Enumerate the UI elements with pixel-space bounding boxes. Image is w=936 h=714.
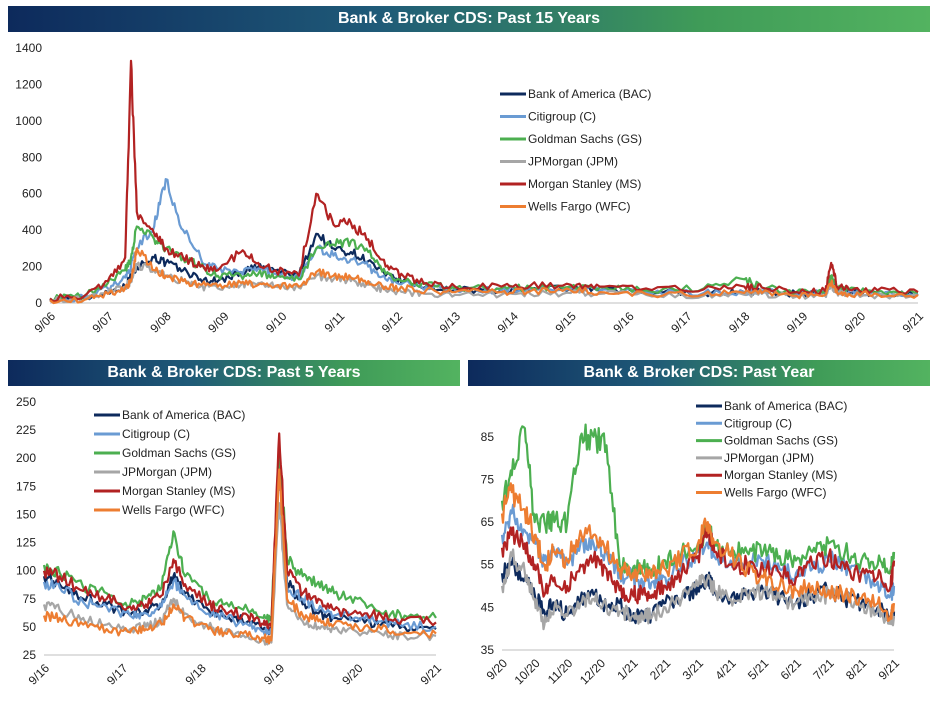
y-tick-label: 175 [16, 479, 36, 493]
y-tick-label: 75 [481, 472, 495, 486]
x-tick-label: 9/20 [339, 661, 366, 688]
x-tick-label: 9/20 [484, 656, 511, 683]
y-tick-label: 65 [481, 515, 495, 529]
legend-label-c: Citigroup (C) [724, 416, 792, 430]
y-tick-label: 0 [35, 296, 42, 310]
series-line-wfc [49, 247, 919, 305]
legend-label-jpm: JPMorgan (JPM) [528, 155, 618, 169]
y-tick-label: 400 [22, 223, 42, 237]
legend-label-ms: Morgan Stanley (MS) [122, 484, 235, 498]
legend-label-c: Citigroup (C) [122, 427, 190, 441]
x-tick-label: 10/20 [512, 656, 543, 687]
x-tick-label: 9/17 [668, 309, 695, 336]
series-line-gs [49, 225, 918, 303]
legend-label-jpm: JPMorgan (JPM) [122, 465, 212, 479]
series-line-ms [49, 59, 919, 303]
x-tick-label: 1/21 [614, 656, 641, 683]
x-tick-label: 9/13 [437, 309, 464, 336]
series-line-wfc [500, 482, 896, 622]
y-tick-label: 250 [16, 395, 36, 409]
x-tick-label: 2/21 [647, 656, 674, 683]
x-tick-label: 9/21 [418, 661, 445, 688]
chart-title: Bank & Broker CDS: Past 5 Years [8, 360, 460, 386]
x-tick-label: 9/08 [147, 309, 174, 336]
y-tick-label: 35 [481, 643, 495, 657]
x-tick-label: 9/10 [263, 309, 290, 336]
y-tick-label: 25 [23, 648, 37, 662]
chart-panel-15y: Bank & Broker CDS: Past 15 Years 0 200 400… [8, 6, 930, 350]
y-tick-label: 75 [23, 592, 37, 606]
y-tick-label: 150 [16, 507, 36, 521]
x-tick-label: 3/21 [680, 656, 707, 683]
x-tick-label: 9/07 [90, 309, 117, 336]
x-tick-label: 9/19 [261, 661, 288, 688]
x-tick-label: 9/16 [610, 309, 637, 336]
x-tick-label: 9/16 [26, 661, 53, 688]
series-line-gs [42, 445, 437, 626]
y-tick-label: 45 [481, 600, 495, 614]
x-tick-label: 9/14 [495, 309, 522, 336]
y-tick-label: 85 [481, 430, 495, 444]
y-tick-label: 225 [16, 423, 36, 437]
legend-label-wfc: Wells Fargo (WFC) [528, 200, 630, 214]
x-tick-label: 9/17 [104, 661, 131, 688]
x-tick-label: 9/09 [205, 309, 232, 336]
x-tick-label: 9/06 [32, 309, 59, 336]
x-tick-label: 7/21 [810, 656, 837, 683]
x-tick-label: 4/21 [712, 656, 739, 683]
legend-label-jpm: JPMorgan (JPM) [724, 451, 814, 465]
legend-label-gs: Goldman Sachs (GS) [122, 446, 236, 460]
legend-label-bac: Bank of America (BAC) [528, 87, 651, 101]
series-line-ms [500, 523, 896, 605]
y-tick-label: 125 [16, 536, 36, 550]
legend-label-wfc: Wells Fargo (WFC) [122, 503, 224, 517]
x-tick-label: 9/18 [726, 309, 753, 336]
legend-label-ms: Morgan Stanley (MS) [724, 468, 837, 482]
chart-5y: 25 50 75 100 125 150 175 200 225 250 9/16 9/17 9/18 9… [16, 395, 445, 688]
legend-label-c: Citigroup (C) [528, 110, 596, 124]
y-tick-label: 100 [16, 564, 36, 578]
chart-title: Bank & Broker CDS: Past Year [468, 360, 930, 386]
y-tick-label: 800 [22, 150, 42, 164]
legend-label-bac: Bank of America (BAC) [724, 399, 847, 413]
x-tick-label: 9/15 [552, 309, 579, 336]
y-tick-label: 200 [16, 451, 36, 465]
chart-panel-1y: Bank & Broker CDS: Past Year 35 45 55 65 75 8… [468, 360, 930, 710]
x-tick-label: 9/20 [842, 309, 869, 336]
x-tick-label: 9/11 [322, 309, 348, 335]
y-tick-label: 50 [23, 620, 37, 634]
x-tick-label: 6/21 [778, 656, 805, 683]
x-tick-label: 9/21 [900, 309, 927, 336]
legend-label-bac: Bank of America (BAC) [122, 408, 245, 422]
y-tick-label: 1000 [15, 114, 42, 128]
y-tick-label: 600 [22, 187, 42, 201]
legend-label-wfc: Wells Fargo (WFC) [724, 486, 826, 500]
legend-label-gs: Goldman Sachs (GS) [528, 132, 642, 146]
x-tick-label: 9/18 [182, 661, 209, 688]
legend-label-ms: Morgan Stanley (MS) [528, 177, 641, 191]
x-tick-label: 11/20 [545, 656, 576, 687]
chart-title: Bank & Broker CDS: Past 15 Years [8, 6, 930, 32]
x-tick-label: 8/21 [843, 656, 870, 683]
x-tick-label: 5/21 [745, 656, 772, 683]
y-tick-label: 1200 [15, 77, 42, 91]
series-line-ms [42, 432, 437, 630]
chart-panel-5y: Bank & Broker CDS: Past 5 Years 25 50 75 10… [8, 360, 460, 710]
x-tick-label: 9/19 [784, 309, 811, 336]
x-tick-label: 9/21 [876, 656, 903, 683]
x-tick-label: 9/12 [379, 309, 406, 336]
chart-15y: 0 200 400 600 800 1000 1200 1400 9/06 9/07 9/08 9/0… [15, 41, 927, 336]
x-tick-label: 12/20 [577, 656, 608, 687]
series-line-wfc [42, 468, 437, 645]
legend-label-gs: Goldman Sachs (GS) [724, 434, 838, 448]
y-tick-label: 200 [22, 260, 42, 274]
y-tick-label: 55 [481, 558, 495, 572]
y-tick-label: 1400 [15, 41, 42, 55]
chart-1y: 35 45 55 65 75 85 9/20 10/20 11/20 12/20 1/21 2/21 3… [481, 399, 903, 687]
